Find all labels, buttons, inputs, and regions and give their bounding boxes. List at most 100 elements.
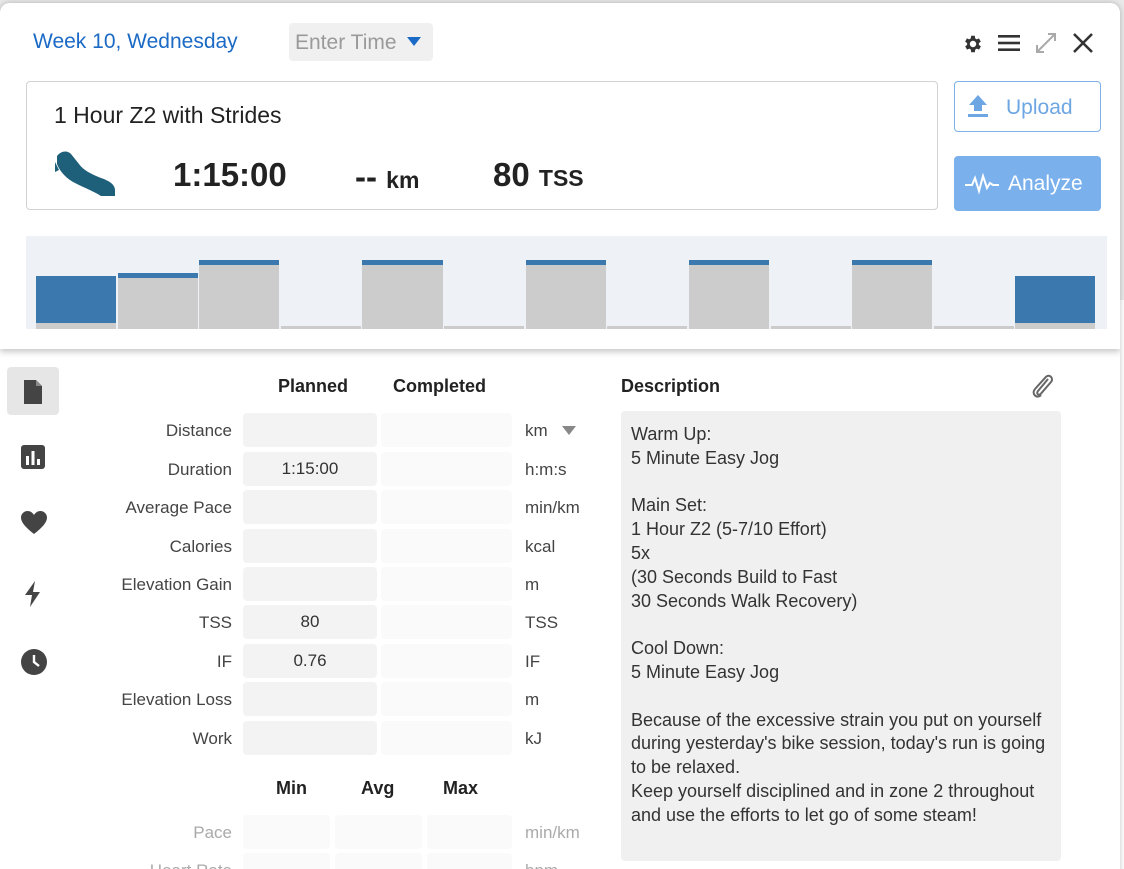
distance-unit: km bbox=[386, 167, 420, 193]
running-shoe-icon bbox=[55, 151, 115, 196]
metric-label: Elevation Gain bbox=[121, 575, 232, 594]
avg-column-header: Avg bbox=[361, 778, 395, 798]
upload-button[interactable]: Upload bbox=[954, 81, 1101, 132]
chart-target-cap bbox=[852, 260, 933, 266]
chart-target-cap bbox=[362, 260, 443, 266]
completed-input[interactable] bbox=[381, 644, 512, 678]
distance-value: -- bbox=[355, 158, 377, 195]
planned-column-header: Planned bbox=[278, 376, 349, 396]
metric-unit: IF bbox=[525, 652, 541, 671]
chart-planned-bar bbox=[933, 326, 1014, 329]
planned-tss: 80 TSS bbox=[493, 156, 584, 194]
max-input[interactable] bbox=[427, 815, 512, 849]
description-text[interactable]: Warm Up: 5 Minute Easy Jog Main Set: 1 H… bbox=[621, 411, 1061, 861]
side-nav-history[interactable] bbox=[7, 637, 59, 685]
max-input[interactable] bbox=[427, 853, 512, 869]
avg-input[interactable] bbox=[335, 853, 422, 869]
min-input[interactable] bbox=[243, 815, 330, 849]
completed-input[interactable] bbox=[381, 721, 512, 755]
gear-icon[interactable] bbox=[962, 33, 984, 55]
metric-unit: km bbox=[525, 421, 548, 440]
workout-summary-card: 1 Hour Z2 with Strides 1:15:00 -- km 80 … bbox=[26, 81, 938, 210]
range-unit: bpm bbox=[525, 861, 558, 869]
completed-input[interactable] bbox=[381, 529, 512, 563]
analyze-label: Analyze bbox=[1008, 172, 1083, 195]
range-label: Pace bbox=[193, 823, 232, 842]
chart-planned-bar bbox=[1015, 323, 1096, 329]
workout-title: 1 Hour Z2 with Strides bbox=[54, 102, 282, 128]
chart-planned-bar bbox=[525, 265, 606, 329]
upload-icon bbox=[968, 95, 988, 117]
chart-planned-bar bbox=[117, 278, 198, 329]
metric-label: Elevation Loss bbox=[121, 690, 232, 709]
min-input[interactable] bbox=[243, 853, 330, 869]
metric-label: IF bbox=[216, 652, 232, 671]
metric-unit: min/km bbox=[525, 498, 580, 517]
workout-structure-chart bbox=[26, 236, 1107, 329]
workout-header-panel: Week 10, Wednesday Enter Time 1 Hour Z2 … bbox=[0, 3, 1120, 349]
planned-input[interactable] bbox=[243, 567, 377, 601]
side-nav-health[interactable] bbox=[7, 499, 59, 547]
chart-planned-bar bbox=[444, 326, 525, 329]
planned-input[interactable]: 1:15:00 bbox=[243, 452, 377, 486]
tss-value: 80 bbox=[493, 156, 530, 193]
planned-input[interactable] bbox=[243, 721, 377, 755]
week-day-title: Week 10, Wednesday bbox=[33, 30, 238, 53]
metric-label: TSS bbox=[198, 613, 232, 632]
background-page bbox=[1116, 300, 1124, 869]
chart-actual-bar bbox=[1015, 276, 1096, 329]
chart-planned-bar bbox=[362, 265, 443, 329]
chart-planned-bar bbox=[770, 326, 851, 329]
metric-label: Duration bbox=[167, 460, 232, 479]
completed-input[interactable] bbox=[381, 452, 512, 486]
planned-input[interactable]: 0.76 bbox=[243, 644, 377, 678]
distance-unit-caret-icon[interactable] bbox=[562, 426, 576, 435]
planned-duration: 1:15:00 bbox=[173, 156, 287, 193]
max-column-header: Max bbox=[443, 778, 479, 798]
planned-input[interactable] bbox=[243, 413, 377, 447]
metric-unit: h:m:s bbox=[525, 460, 567, 479]
chart-planned-bar bbox=[36, 323, 117, 329]
completed-input[interactable] bbox=[381, 567, 512, 601]
avg-input[interactable] bbox=[335, 815, 422, 849]
chart-target-cap bbox=[199, 260, 280, 266]
chart-actual-bar bbox=[36, 276, 117, 329]
metric-unit: TSS bbox=[525, 613, 559, 632]
planned-input[interactable] bbox=[243, 682, 377, 716]
chart-target-cap bbox=[688, 260, 770, 266]
menu-icon[interactable] bbox=[998, 33, 1020, 53]
expand-icon[interactable] bbox=[1034, 31, 1058, 55]
metric-unit: kcal bbox=[525, 537, 556, 556]
metric-label: Average Pace bbox=[125, 498, 232, 517]
side-nav-details[interactable] bbox=[7, 367, 59, 415]
chart-planned-bar bbox=[607, 326, 688, 329]
metric-unit: m bbox=[525, 690, 540, 709]
time-select[interactable]: Enter Time bbox=[289, 23, 433, 61]
paperclip-icon[interactable] bbox=[1030, 372, 1054, 400]
range-label: Heart Rate bbox=[60, 861, 232, 869]
tss-unit: TSS bbox=[538, 165, 584, 191]
completed-input[interactable] bbox=[381, 682, 512, 716]
pulse-icon bbox=[965, 173, 999, 195]
completed-input[interactable] bbox=[381, 413, 512, 447]
chart-target-cap bbox=[117, 273, 198, 278]
upload-label: Upload bbox=[1006, 96, 1073, 119]
completed-input[interactable] bbox=[381, 605, 512, 639]
metric-unit: kJ bbox=[525, 729, 542, 748]
chart-planned-bar bbox=[280, 326, 361, 329]
planned-input[interactable] bbox=[243, 529, 377, 563]
close-icon[interactable] bbox=[1071, 31, 1095, 55]
time-select-placeholder: Enter Time bbox=[295, 31, 397, 54]
planned-input[interactable]: 80 bbox=[243, 605, 377, 639]
bar-chart-icon bbox=[21, 445, 45, 469]
document-icon bbox=[24, 380, 42, 404]
completed-input[interactable] bbox=[381, 490, 512, 524]
chart-planned-bar bbox=[852, 265, 933, 329]
planned-input[interactable] bbox=[243, 490, 377, 524]
side-nav-analysis[interactable] bbox=[7, 433, 59, 481]
analyze-button[interactable]: Analyze bbox=[954, 156, 1101, 211]
caret-down-icon bbox=[407, 37, 421, 46]
metric-label: Distance bbox=[165, 421, 232, 440]
min-column-header: Min bbox=[276, 778, 307, 798]
side-nav-power[interactable] bbox=[7, 569, 59, 617]
